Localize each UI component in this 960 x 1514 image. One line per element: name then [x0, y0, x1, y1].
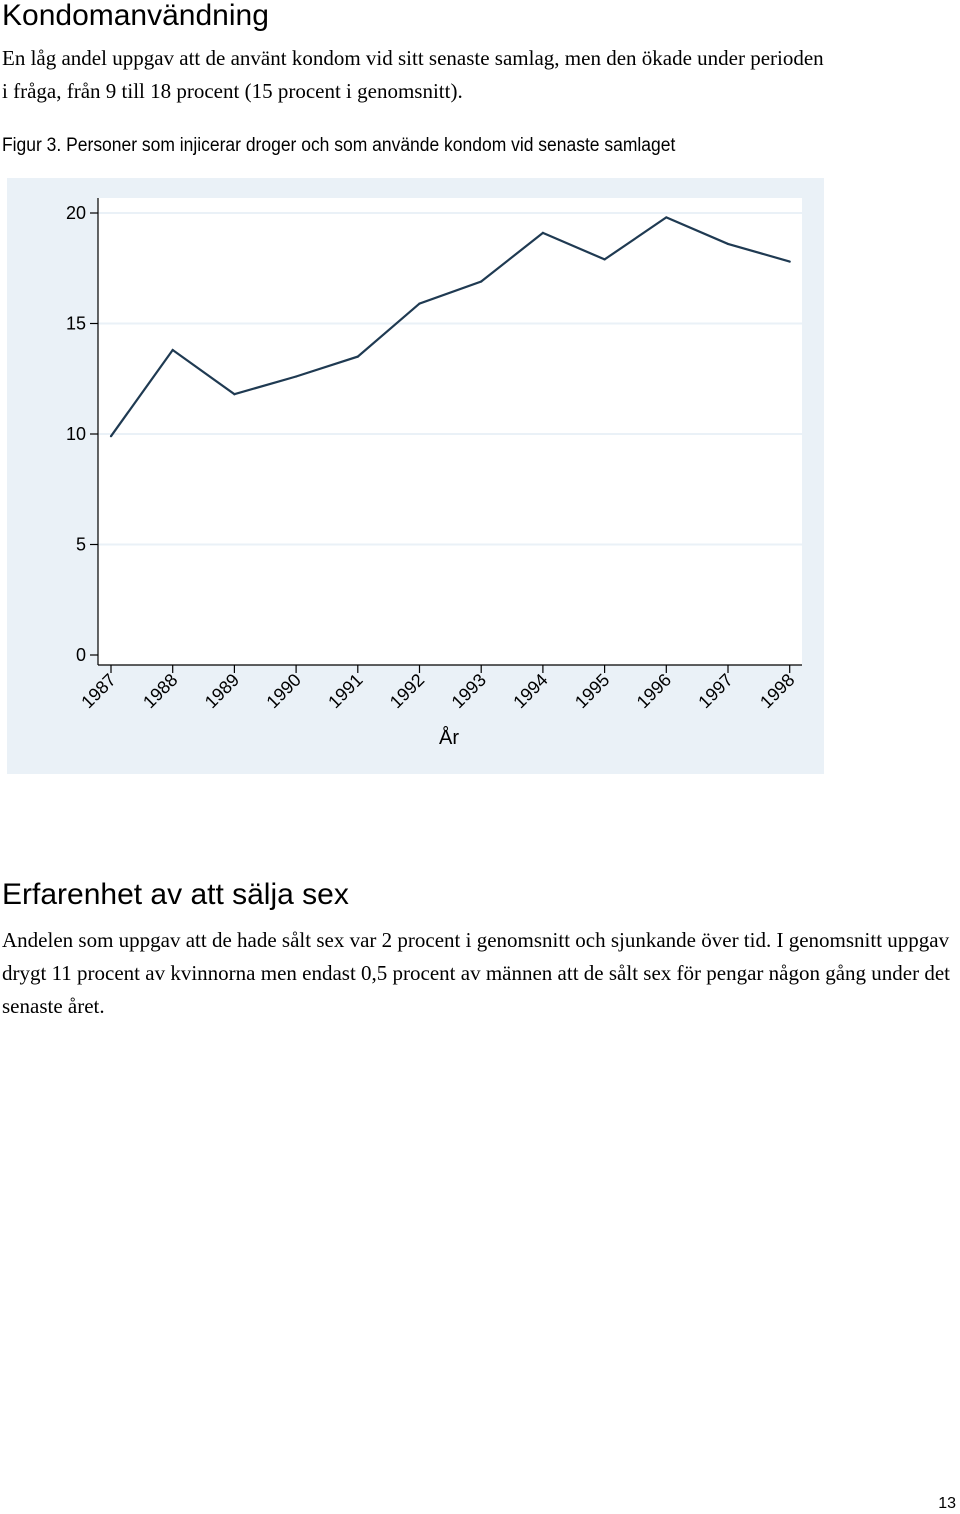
- y-tick-label: 20: [66, 203, 86, 223]
- data-point: [356, 355, 359, 358]
- section-paragraph-selling-sex: Andelen som uppgav att de hade sålt sex …: [2, 928, 951, 1018]
- data-point: [171, 348, 174, 352]
- y-tick-label: 5: [76, 535, 86, 555]
- data-point: [109, 435, 113, 438]
- page-number: 13: [938, 1495, 956, 1512]
- data-point: [665, 216, 668, 219]
- data-point: [233, 393, 236, 396]
- x-axis-title: År: [439, 726, 459, 749]
- data-point: [788, 260, 791, 263]
- data-point: [603, 258, 606, 261]
- data-point: [480, 280, 483, 283]
- section-paragraph-condom-use: En låg andel uppgav att de använt kondom…: [2, 46, 824, 103]
- y-tick-label: 0: [76, 645, 86, 665]
- series-line: [110, 216, 791, 437]
- figure-caption: Figur 3. Personer som injicerar droger o…: [2, 135, 676, 156]
- y-tick-label: 15: [66, 314, 86, 334]
- data-point: [295, 375, 298, 378]
- data-point: [418, 302, 421, 305]
- section-heading-selling-sex: Erfarenhet av att sälja sex: [2, 878, 349, 911]
- data-point: [726, 242, 730, 246]
- y-tick-label: 10: [66, 424, 86, 444]
- section-heading-condom-use: Kondomanvändning: [2, 0, 269, 32]
- data-point: [541, 231, 545, 234]
- plot-area: [98, 198, 802, 665]
